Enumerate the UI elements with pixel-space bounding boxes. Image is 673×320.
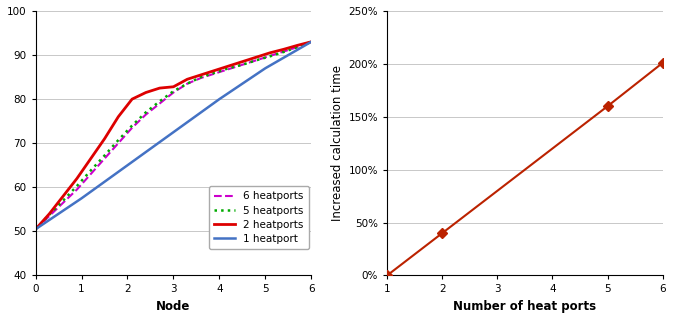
1 heatport	[123, 163, 131, 167]
X-axis label: Number of heat ports: Number of heat ports	[454, 300, 596, 313]
5 heatports	[45, 213, 53, 217]
6 heatports	[73, 188, 81, 191]
5 heatports	[211, 71, 219, 75]
6 heatports	[87, 172, 95, 176]
1 heatport	[215, 97, 223, 101]
2 heatports	[142, 91, 150, 94]
6 heatports	[59, 201, 67, 205]
2 heatports	[238, 60, 246, 64]
5 heatports	[32, 227, 40, 231]
5 heatports	[155, 100, 164, 103]
2 heatports	[308, 40, 316, 44]
5 heatports	[183, 82, 191, 86]
2 heatports	[183, 77, 191, 81]
Y-axis label: Increased calculation time: Increased calculation time	[331, 65, 345, 221]
6 heatports	[142, 113, 150, 116]
2 heatports	[45, 212, 53, 216]
5 heatports	[266, 54, 274, 58]
1 heatport	[77, 196, 85, 200]
6 heatports	[183, 82, 191, 86]
6 heatports	[114, 141, 122, 145]
6 heatports	[197, 76, 205, 80]
2 heatports	[128, 97, 136, 101]
6 heatports	[293, 45, 302, 49]
2 heatports	[293, 44, 302, 47]
5 heatports	[128, 124, 136, 127]
6 heatports	[32, 227, 40, 231]
Line: 5 heatports: 5 heatports	[36, 42, 312, 229]
5 heatports	[114, 138, 122, 142]
6 heatports	[308, 40, 316, 44]
1 heatport	[170, 130, 178, 134]
6 heatports	[155, 102, 164, 106]
2 heatports	[280, 47, 288, 51]
6 heatports	[252, 59, 260, 62]
6 heatports	[128, 126, 136, 130]
5 heatports	[197, 75, 205, 79]
2 heatports	[114, 115, 122, 119]
5 heatports	[170, 89, 178, 93]
6 heatports	[280, 50, 288, 53]
Legend: 6 heatports, 5 heatports, 2 heatports, 1 heatport: 6 heatports, 5 heatports, 2 heatports, 1…	[209, 186, 309, 249]
2 heatports	[170, 85, 178, 89]
2 heatports	[100, 137, 108, 141]
6 heatports	[100, 157, 108, 161]
5 heatports	[252, 59, 260, 62]
1 heatport	[308, 40, 316, 44]
6 heatports	[238, 63, 246, 67]
2 heatports	[32, 227, 40, 231]
2 heatports	[252, 55, 260, 59]
2 heatports	[155, 86, 164, 90]
6 heatports	[266, 54, 274, 58]
6 heatports	[170, 91, 178, 94]
5 heatports	[73, 184, 81, 188]
2 heatports	[87, 157, 95, 161]
5 heatports	[87, 169, 95, 172]
1 heatport	[261, 66, 269, 70]
2 heatports	[266, 51, 274, 55]
5 heatports	[59, 199, 67, 203]
6 heatports	[45, 214, 53, 218]
Line: 1 heatport: 1 heatport	[36, 42, 312, 229]
5 heatports	[225, 66, 233, 70]
2 heatports	[59, 194, 67, 198]
5 heatports	[293, 45, 302, 49]
5 heatports	[142, 110, 150, 114]
2 heatports	[225, 64, 233, 68]
2 heatports	[197, 73, 205, 77]
5 heatports	[238, 63, 246, 67]
2 heatports	[73, 177, 81, 180]
6 heatports	[225, 67, 233, 71]
5 heatports	[100, 154, 108, 157]
Line: 2 heatports: 2 heatports	[36, 42, 312, 229]
1 heatport	[32, 227, 40, 231]
6 heatports	[211, 72, 219, 76]
X-axis label: Node: Node	[156, 300, 190, 313]
5 heatports	[280, 50, 288, 54]
2 heatports	[211, 68, 219, 72]
Line: 6 heatports: 6 heatports	[36, 42, 312, 229]
5 heatports	[308, 40, 316, 44]
